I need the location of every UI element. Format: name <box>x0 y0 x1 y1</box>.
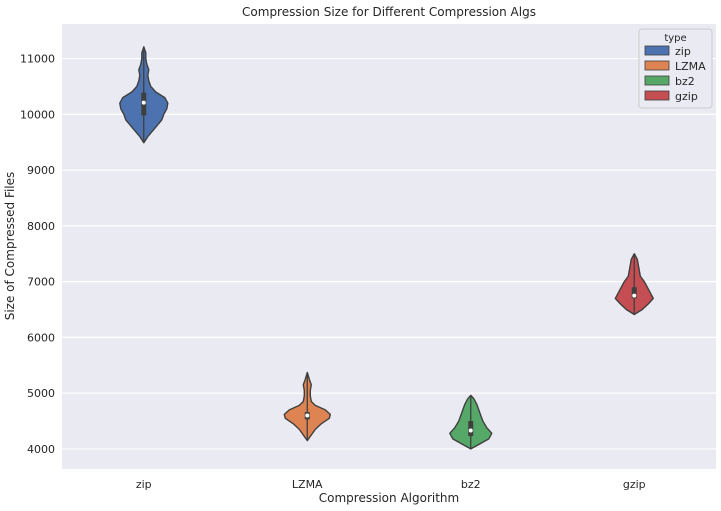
violin-gzip <box>614 253 654 316</box>
violin-median-dot <box>632 293 637 298</box>
y-axis-label: Size of Compressed Files <box>3 172 17 321</box>
violin-LZMA <box>283 371 331 442</box>
legend-label-bz2: bz2 <box>675 75 695 88</box>
y-tick-label: 10000 <box>20 108 55 121</box>
y-tick-label: 4000 <box>27 443 55 456</box>
legend-swatch-LZMA <box>644 60 670 71</box>
violin-median-dot <box>305 413 310 418</box>
violin-zip <box>119 46 169 144</box>
legend-title: type <box>664 33 686 44</box>
legend-label-LZMA: LZMA <box>675 60 706 73</box>
x-tick-label: gzip <box>623 478 646 491</box>
violin-median-dot <box>468 428 473 433</box>
y-tick-label: 11000 <box>20 53 55 66</box>
legend-swatch-zip <box>644 45 670 56</box>
violin-bz2 <box>449 394 493 450</box>
x-tick-label: LZMA <box>292 478 323 491</box>
violin-median-dot <box>141 100 146 105</box>
legend-swatch-bz2 <box>644 75 670 86</box>
violin-iqr-box <box>631 287 637 299</box>
legend-label-zip: zip <box>675 45 691 58</box>
y-tick-label: 5000 <box>27 387 55 400</box>
legend-label-gzip: gzip <box>675 90 698 103</box>
x-tick-label: bz2 <box>461 478 481 491</box>
legend-swatch-gzip <box>644 90 670 101</box>
x-tick-label: zip <box>136 478 152 491</box>
y-tick-label: 7000 <box>27 276 55 289</box>
y-tick-label: 6000 <box>27 331 55 344</box>
y-axis-ticks: 4000 5000 6000 7000 8000 9000 10000 11000 <box>20 53 55 456</box>
plot-background <box>62 24 716 469</box>
x-axis-label: Compression Algorithm <box>319 491 459 505</box>
chart-title: Compression Size for Different Compressi… <box>242 5 536 19</box>
y-tick-label: 9000 <box>27 164 55 177</box>
y-tick-label: 8000 <box>27 220 55 233</box>
x-axis-ticks: zip LZMA bz2 gzip <box>136 478 646 491</box>
gridlines <box>62 57 716 450</box>
violins <box>119 46 654 450</box>
